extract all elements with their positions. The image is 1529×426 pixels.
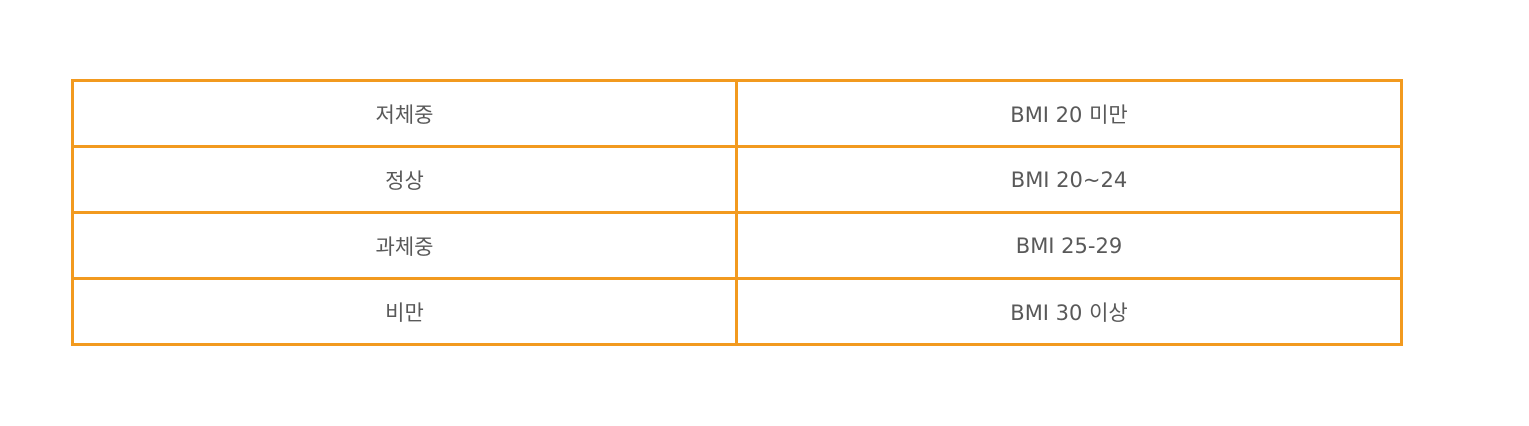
bmi-range-cell: BMI 20 미만 bbox=[735, 79, 1403, 148]
table-row: 비만 BMI 30 이상 bbox=[71, 277, 1403, 346]
category-cell: 저체중 bbox=[71, 79, 738, 148]
bmi-table: 저체중 BMI 20 미만 정상 BMI 20~24 과체중 BMI 25-29… bbox=[71, 79, 1403, 346]
table-row: 저체중 BMI 20 미만 bbox=[71, 79, 1403, 148]
category-cell: 정상 bbox=[71, 145, 738, 214]
bmi-range-cell: BMI 20~24 bbox=[735, 145, 1403, 214]
table-row: 과체중 BMI 25-29 bbox=[71, 211, 1403, 280]
bmi-range-cell: BMI 30 이상 bbox=[735, 277, 1403, 346]
bmi-range-cell: BMI 25-29 bbox=[735, 211, 1403, 280]
category-cell: 과체중 bbox=[71, 211, 738, 280]
table-row: 정상 BMI 20~24 bbox=[71, 145, 1403, 214]
category-cell: 비만 bbox=[71, 277, 738, 346]
